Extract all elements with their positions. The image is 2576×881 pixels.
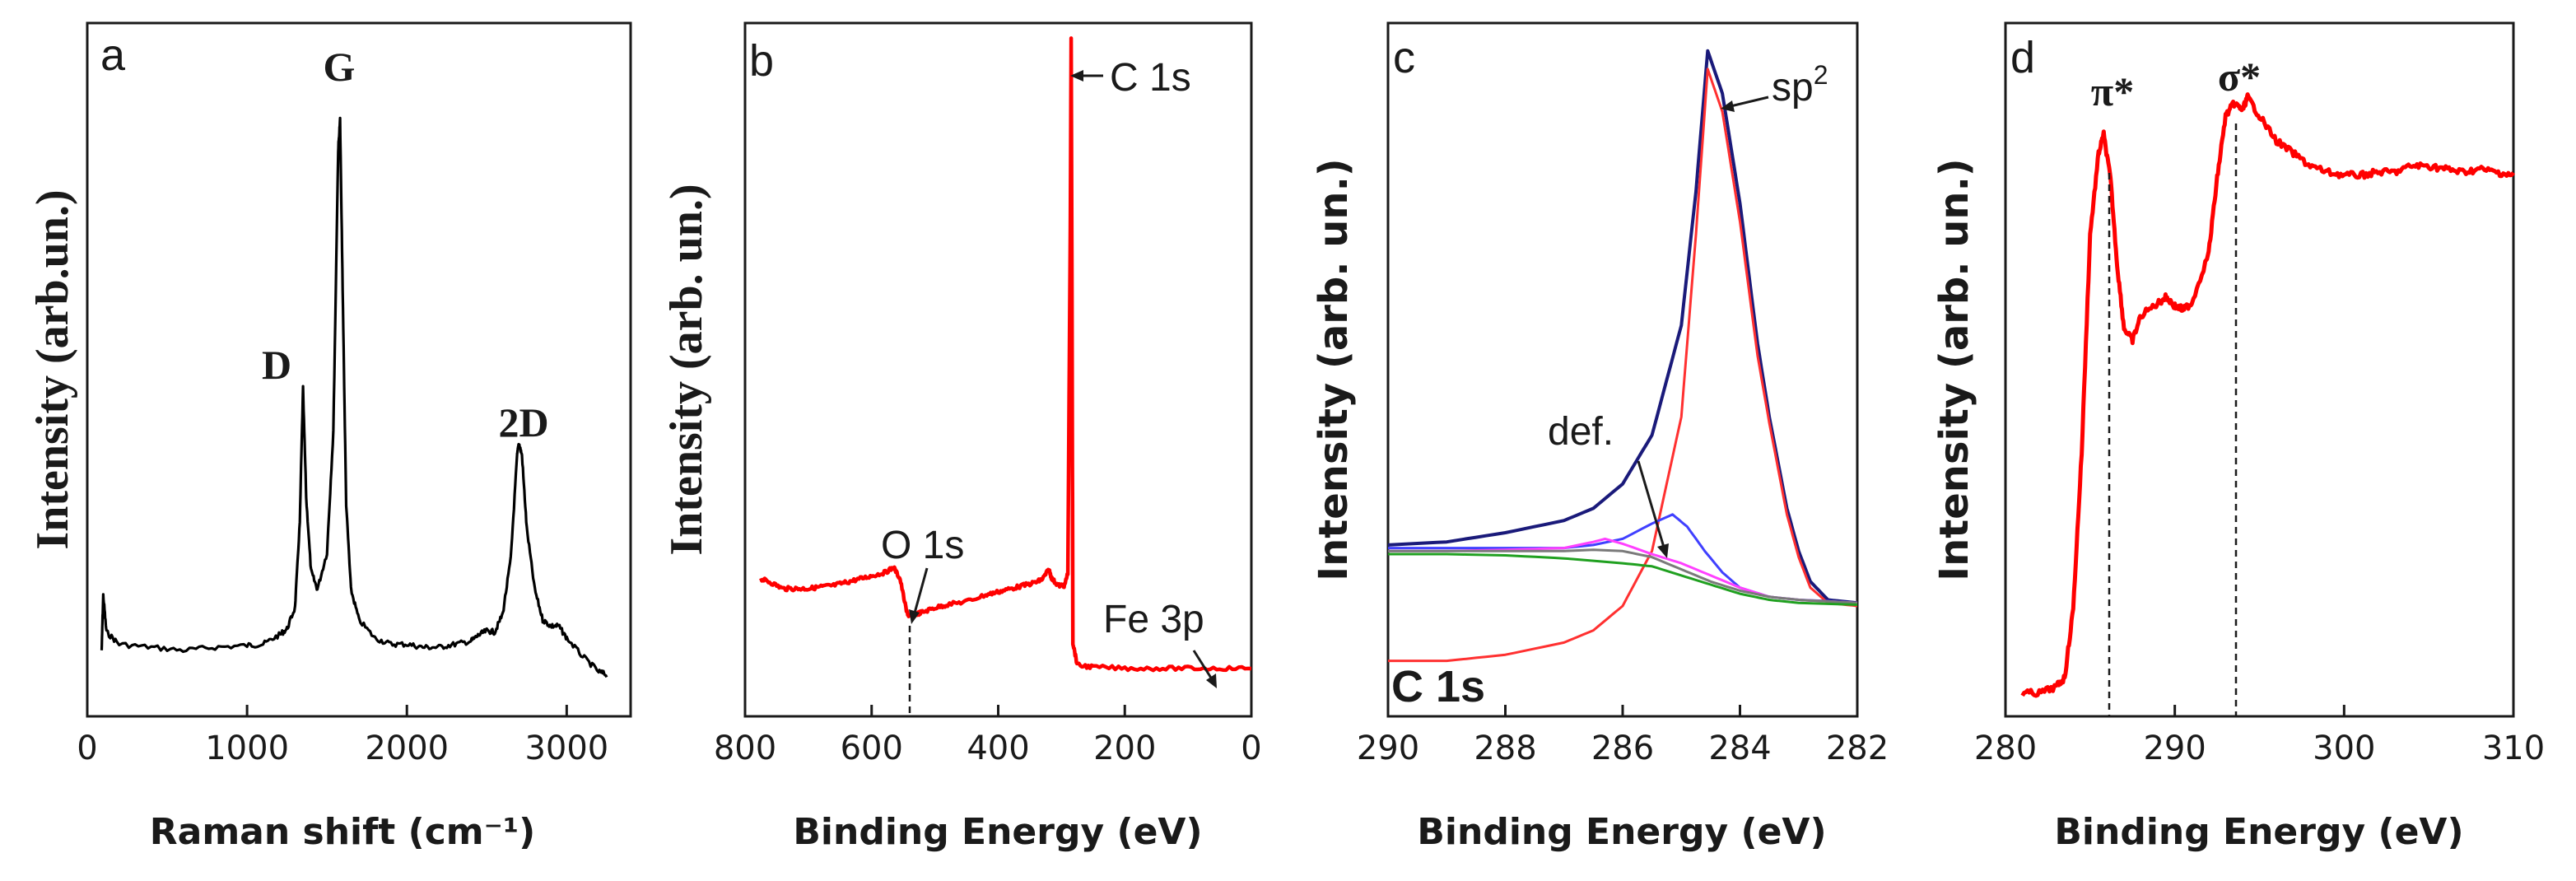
x-axis-title-c: Binding Energy (eV) (1417, 811, 1826, 853)
o1s-arrowhead (909, 609, 920, 624)
annotation-c1s-text: C 1s (1110, 56, 1191, 100)
annotation-sp2-sup: 2 (1814, 60, 1828, 90)
annotation-fe3p: Fe 3p (1103, 598, 1204, 641)
series-group-d (2020, 92, 2515, 698)
series-group-a (100, 116, 608, 678)
panel-c-title: C 1s (1391, 662, 1485, 711)
x-tick-label-c: 286 (1591, 730, 1654, 767)
x-tick-label-b: 0 (1241, 730, 1261, 767)
fe3p-arrowhead (1206, 674, 1217, 688)
series-group-c (1387, 49, 1858, 663)
panel-letter-c: c (1393, 33, 1415, 82)
x-axis-title-a: Raman shift (cm⁻¹) (150, 811, 536, 853)
tick-group-a: 0 1000 2000 3000 (77, 705, 608, 767)
c1s-arrowhead (1070, 70, 1083, 82)
tick-group-c: 290 288 286 284 282 (1357, 705, 1889, 767)
x-tick-label-a: 2000 (365, 730, 449, 767)
series-line-c-c-o (1388, 548, 1858, 604)
x-axis-title-b: Binding Energy (eV) (793, 811, 1202, 853)
y-axis-title-d: Intensity (arb. un.) (1931, 158, 1977, 581)
annotation-o1s-text: O 1s (881, 524, 964, 567)
x-tick-label-a: 0 (77, 730, 97, 767)
annotation-sp2-text: sp (1772, 66, 1814, 110)
annotation-sp2: sp2 (1772, 60, 1828, 110)
panel-d: 280 290 300 310 d π* σ* Intensity (arb. un.… (1931, 21, 2545, 853)
tick-group-b: 800 600 400 200 0 (714, 705, 1262, 767)
x-tick-label-a: 1000 (205, 730, 289, 767)
annotation-fe3p-text: Fe 3p (1103, 598, 1204, 641)
x-tick-label-b: 600 (841, 730, 903, 767)
y-axis-title-b: Intensity (arb. un.) (661, 184, 712, 555)
annotation-sigma-star: σ* (2218, 54, 2261, 100)
x-tick-label-d: 280 (1974, 730, 2037, 767)
series-line-c-envelope (1387, 49, 1858, 605)
sp2-arrow (1726, 96, 1769, 109)
x-tick-label-d: 300 (2313, 730, 2375, 767)
y-axis-title-c: Intensity (arb. un.) (1311, 158, 1357, 581)
annotation-d: D (262, 342, 291, 388)
panel-c: 290 288 286 284 282 c C 1s sp2 def. Intensit… (1311, 21, 1889, 853)
annotation-o1s: O 1s (881, 524, 964, 567)
series-line-b-xps-survey (759, 36, 1252, 673)
y-axis-title-a: Intensity (arb.un.) (27, 189, 78, 549)
series-line-d-nexafs (2020, 92, 2515, 698)
tick-group-d: 280 290 300 310 (1974, 705, 2545, 767)
annotation-c1s: C 1s (1110, 56, 1191, 100)
plot-frame-d (2004, 21, 2515, 718)
annotation-pi-star: π* (2091, 68, 2134, 114)
fe3p-arrow (1192, 650, 1215, 683)
o1s-arrow (912, 567, 929, 617)
x-tick-label-c: 282 (1826, 730, 1889, 767)
x-tick-label-b: 200 (1093, 730, 1156, 767)
panel-letter-a: a (100, 30, 126, 80)
def-arrowhead (1657, 543, 1669, 558)
x-tick-label-c: 290 (1357, 730, 1419, 767)
x-tick-label-c: 284 (1708, 730, 1771, 767)
annotation-g: G (324, 44, 356, 90)
series-line-a-raman-spectrum (100, 116, 608, 678)
series-line-c-background (1388, 552, 1858, 606)
sp2-arrowhead (1721, 100, 1735, 112)
x-tick-label-d: 310 (2482, 730, 2545, 767)
x-tick-label-a: 3000 (524, 730, 608, 767)
x-tick-label-d: 290 (2143, 730, 2206, 767)
panel-a: 0 1000 2000 3000 a D G 2D Intensity (arb.un… (27, 21, 632, 853)
annotation-2d: 2D (498, 399, 548, 445)
x-tick-label-b: 400 (967, 730, 1029, 767)
x-axis-title-d: Binding Energy (eV) (2054, 811, 2463, 853)
panel-b: 800 600 400 200 0 b C 1s O 1s Fe 3p Intensit… (661, 21, 1262, 853)
plot-frame-a (86, 21, 632, 718)
x-tick-label-b: 800 (714, 730, 776, 767)
x-tick-label-c: 288 (1474, 730, 1536, 767)
def-arrow (1637, 460, 1666, 551)
panel-letter-d: d (2010, 33, 2035, 82)
series-line-c-sp2 (1388, 68, 1858, 663)
annotation-def: def. (1548, 410, 1614, 454)
series-group-b (759, 36, 1252, 673)
panel-letter-b: b (749, 36, 774, 86)
